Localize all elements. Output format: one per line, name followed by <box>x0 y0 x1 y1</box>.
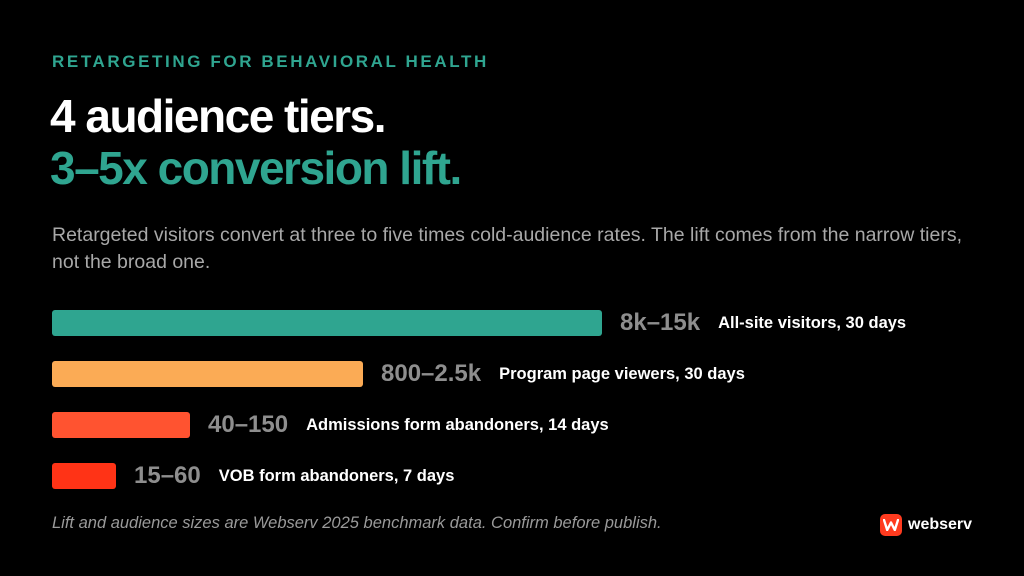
subtitle: Retargeted visitors convert at three to … <box>52 224 963 273</box>
tier-value-label-2: 800–2.5k <box>381 360 482 387</box>
eyebrow: RETARGETING FOR BEHAVIORAL HEALTH <box>52 52 489 71</box>
tier-row-1: 8k–15k All-site visitors, 30 days <box>52 308 906 338</box>
audience-tier-chart: 8k–15k All-site visitors, 30 days 800–2.5k… <box>52 300 992 500</box>
tier-row-2: 800–2.5k Program page viewers, 30 days <box>52 359 745 389</box>
tier-label-1: All-site visitors, 30 days <box>718 313 907 332</box>
tier-bar-4 <box>52 463 116 489</box>
brand-logo: webserv <box>880 514 972 536</box>
tier-value-label-4: 15–60 <box>134 462 201 489</box>
tier-value-label-1: 8k–15k <box>620 309 701 336</box>
tier-row-3: 40–150 Admissions form abandoners, 14 day… <box>52 410 609 440</box>
headline-line-1: 4 audience tiers. <box>50 90 386 142</box>
w-logo-icon <box>880 514 902 536</box>
tier-label-4: VOB form abandoners, 7 days <box>218 466 455 485</box>
tier-row-4: 15–60 VOB form abandoners, 7 days <box>52 461 454 491</box>
tier-bar-2 <box>52 361 363 387</box>
headline-line-2: 3–5x conversion lift. <box>50 142 462 194</box>
brand-name: webserv <box>908 516 973 533</box>
tier-bar-1 <box>52 310 602 336</box>
footnote: Lift and audience sizes are Webserv 2025… <box>52 514 662 532</box>
headline: 4 audience tiers. 3–5x conversion lift. <box>50 90 462 194</box>
tier-label-2: Program page viewers, 30 days <box>499 364 745 383</box>
tier-value-label-3: 40–150 <box>208 411 289 438</box>
tier-bar-3 <box>52 412 190 438</box>
tier-label-3: Admissions form abandoners, 14 days <box>306 415 609 434</box>
